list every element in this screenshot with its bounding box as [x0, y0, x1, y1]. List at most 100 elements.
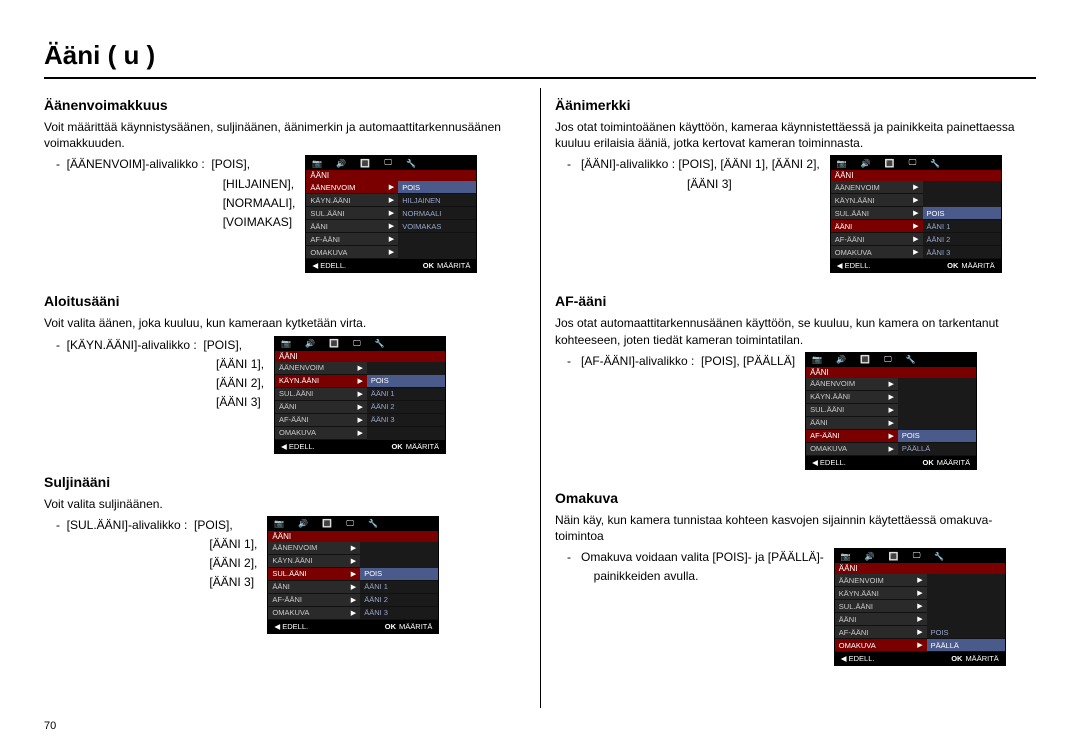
menu-right-item: [923, 181, 1001, 194]
ok-label: OK MÄÄRITÄ: [947, 261, 995, 270]
submenu-text: - [ÄÄNI]-alivalikko : [POIS], [ÄÄNI 1], …: [555, 155, 820, 193]
menu-tab-icon: 🖵: [346, 519, 354, 529]
column-divider: [540, 88, 541, 708]
ok-label: OK MÄÄRITÄ: [951, 654, 999, 663]
menu-header: ÄÄNI: [268, 531, 438, 542]
menu-header: ÄÄNI: [275, 351, 445, 362]
menu-right-item: HILJAINEN: [398, 194, 476, 207]
menu-right-item: [898, 404, 976, 417]
camera-menu: 📷🔊🔳🖵🔧ÄÄNIÄÄNENVOIM▶KÄYN.ÄÄNI▶SUL.ÄÄNI▶ÄÄ…: [267, 516, 439, 634]
menu-tab-icon: 🖵: [353, 339, 361, 349]
ok-label: OK MÄÄRITÄ: [922, 458, 970, 467]
menu-tab-icon: 🖵: [884, 355, 892, 365]
menu-left-item: KÄYN.ÄÄNI▶: [275, 375, 367, 388]
menu-left-item: ÄÄNENVOIM▶: [306, 181, 398, 194]
menu-left-item: ÄÄNENVOIM▶: [835, 574, 927, 587]
section-heading: Suljinääni: [44, 474, 525, 490]
section-paragraph: Jos otat automaattitarkennusäänen käyttö…: [555, 315, 1036, 347]
chevron-right-icon: ▶: [913, 196, 918, 204]
menu-right-item: NORMAALI: [398, 207, 476, 220]
menu-left-item: AF-ÄÄNI▶: [806, 430, 898, 443]
menu-left-item: AF-ÄÄNI▶: [268, 594, 360, 607]
menu-right-item: [923, 194, 1001, 207]
ok-label: OK MÄÄRITÄ: [423, 261, 471, 270]
menu-left-item: ÄÄNENVOIM▶: [806, 378, 898, 391]
chevron-right-icon: ▶: [351, 557, 356, 565]
menu-left-item: KÄYN.ÄÄNI▶: [268, 555, 360, 568]
section-paragraph: Voit valita suljinäänen.: [44, 496, 525, 512]
menu-tab-icon: 🔊: [305, 339, 315, 348]
chevron-right-icon: ▶: [389, 248, 394, 256]
menu-tab-icon: 🔊: [861, 159, 871, 168]
chevron-right-icon: ▶: [917, 628, 922, 636]
menu-right-item: POIS: [398, 181, 476, 194]
section-paragraph: Jos otat toimintoäänen käyttöön, kameraa…: [555, 119, 1036, 151]
menu-left-item: OMAKUVA▶: [806, 443, 898, 456]
menu-left-item: ÄÄNENVOIM▶: [831, 181, 923, 194]
chevron-right-icon: ▶: [888, 393, 893, 401]
menu-left-item: OMAKUVA▶: [268, 607, 360, 620]
menu-footer: ◀ EDELL. OK MÄÄRITÄ: [806, 456, 976, 469]
chevron-right-icon: ▶: [917, 602, 922, 610]
menu-right-item: POIS: [898, 430, 976, 443]
submenu-text: - [AF-ÄÄNI]-alivalikko : [POIS], [PÄÄLLÄ…: [555, 352, 795, 371]
menu-header: ÄÄNI: [306, 170, 476, 181]
menu-right-item: [367, 427, 445, 440]
menu-tab-icon: 🔧: [368, 519, 378, 528]
menu-tab-icon: 📷: [841, 552, 851, 561]
section-paragraph: Voit määrittää käynnistysäänen, suljinää…: [44, 119, 525, 151]
camera-menu: 📷🔊🔳🖵🔧ÄÄNIÄÄNENVOIM▶KÄYN.ÄÄNI▶SUL.ÄÄNI▶ÄÄ…: [834, 548, 1006, 666]
chevron-right-icon: ▶: [913, 222, 918, 230]
section-heading: Äänenvoimakkuus: [44, 97, 525, 113]
menu-right-item: ÄÄNI 3: [923, 246, 1001, 259]
menu-right-item: [398, 233, 476, 246]
menu-tab-icon: 📷: [281, 339, 291, 348]
menu-left-item: OMAKUVA▶: [831, 246, 923, 259]
menu-tab-icon: 📷: [812, 355, 822, 364]
chevron-right-icon: ▶: [888, 380, 893, 388]
chevron-right-icon: ▶: [913, 209, 918, 217]
menu-left-item: OMAKUVA▶: [306, 246, 398, 259]
menu-header: ÄÄNI: [831, 170, 1001, 181]
menu-left-item: AF-ÄÄNI▶: [275, 414, 367, 427]
chevron-right-icon: ▶: [888, 419, 893, 427]
menu-footer: ◀ EDELL.OK MÄÄRITÄ: [268, 620, 438, 633]
menu-tab-icon: 📷: [837, 159, 847, 168]
menu-tab-icon: 🔊: [336, 159, 346, 168]
menu-left-item: AF-ÄÄNI▶: [835, 626, 927, 639]
menu-right-item: POIS: [927, 626, 1005, 639]
submenu-text: - Omakuva voidaan valita [POIS]- ja [PÄÄ…: [555, 548, 824, 586]
menu-footer: ◀ EDELL.OK MÄÄRITÄ: [306, 259, 476, 272]
back-label: ◀ EDELL.: [812, 458, 846, 467]
menu-left-item: KÄYN.ÄÄNI▶: [835, 587, 927, 600]
chevron-right-icon: ▶: [351, 544, 356, 552]
section-paragraph: Näin käy, kun kamera tunnistaa kohteen k…: [555, 512, 1036, 544]
camera-menu: 📷🔊🔳🖵🔧ÄÄNIÄÄNENVOIM▶KÄYN.ÄÄNI▶SUL.ÄÄNI▶ÄÄ…: [830, 155, 1002, 273]
chevron-right-icon: ▶: [888, 445, 893, 453]
submenu-text: - [ÄÄNENVOIM]-alivalikko : [POIS], [HILJ…: [44, 155, 295, 232]
camera-menu: 📷🔊🔳🖵🔧ÄÄNIÄÄNENVOIM▶KÄYN.ÄÄNI▶SUL.ÄÄNI▶ÄÄ…: [805, 352, 977, 470]
menu-tab-icon: 🔊: [298, 519, 308, 528]
menu-footer: ◀ EDELL.OK MÄÄRITÄ: [835, 652, 1005, 665]
chevron-right-icon: ▶: [888, 432, 893, 440]
menu-right-item: [360, 555, 438, 568]
menu-left-item: AF-ÄÄNI▶: [306, 233, 398, 246]
menu-left-item: SUL.ÄÄNI▶: [806, 404, 898, 417]
menu-right-item: ÄÄNI 1: [360, 581, 438, 594]
ok-label: OK MÄÄRITÄ: [385, 622, 433, 631]
menu-tab-icon: 🖵: [384, 158, 392, 168]
menu-right-item: [927, 587, 1005, 600]
back-label: ◀ EDELL.: [281, 442, 315, 451]
menu-left-item: ÄÄNI▶: [306, 220, 398, 233]
camera-menu: 📷🔊🔳🖵🔧ÄÄNIÄÄNENVOIM▶KÄYN.ÄÄNI▶SUL.ÄÄNI▶ÄÄ…: [274, 336, 446, 454]
camera-menu: 📷🔊🔳🖵🔧ÄÄNIÄÄNENVOIM▶KÄYN.ÄÄNI▶SUL.ÄÄNI▶ÄÄ…: [305, 155, 477, 273]
menu-left-item: OMAKUVA▶: [275, 427, 367, 440]
chevron-right-icon: ▶: [917, 589, 922, 597]
chevron-right-icon: ▶: [357, 429, 362, 437]
menu-right-item: ÄÄNI 2: [367, 401, 445, 414]
menu-right-item: POIS: [367, 375, 445, 388]
chevron-right-icon: ▶: [357, 364, 362, 372]
menu-right-item: [927, 574, 1005, 587]
menu-right-item: ÄÄNI 1: [923, 220, 1001, 233]
page-title: Ääni ( u ): [44, 40, 1036, 79]
